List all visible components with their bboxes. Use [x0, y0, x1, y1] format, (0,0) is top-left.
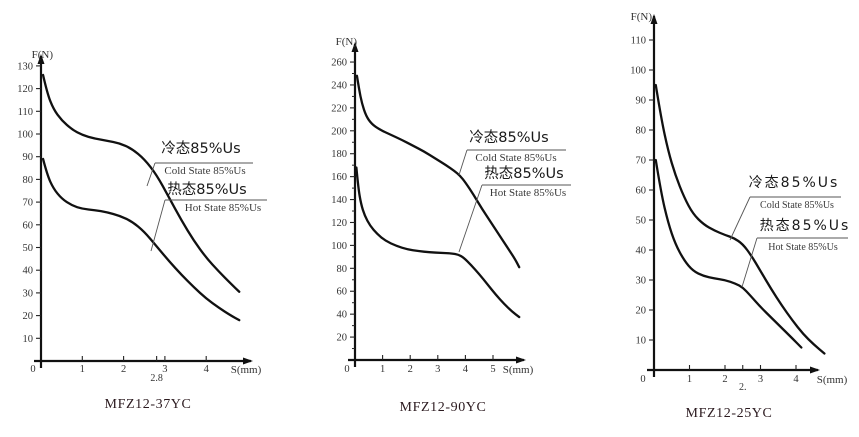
chart-title-mfz12-25yc: MFZ12-25YC [685, 406, 773, 421]
y-axis-arrow-icon [650, 14, 658, 24]
y-tick-label: 80 [337, 264, 348, 275]
y-tick-label: 110 [18, 107, 33, 118]
legend-hot-en-label: Hot State 85%Us [185, 202, 261, 214]
legend-cold-leader-line [458, 149, 468, 176]
x-tick-label: 0 [30, 364, 35, 375]
y-tick-label: 60 [337, 287, 348, 298]
y-tick-label: 110 [631, 36, 646, 47]
x-tick-label: 3 [758, 374, 763, 385]
legend-cold-en-label: Cold State 85%Us [164, 165, 245, 177]
y-axis-label: F(N) [32, 49, 54, 61]
y-tick-label: 40 [337, 310, 348, 321]
y-tick-label: 10 [636, 336, 647, 347]
y-tick-label: 130 [17, 61, 33, 72]
y-tick-label: 30 [636, 276, 647, 287]
stroke-annotation-label: 2.8 [150, 373, 163, 384]
legend-hot-en-label: Hot State 85%Us [768, 242, 838, 253]
x-tick-label: 3 [162, 364, 167, 375]
y-axis-label: F(N) [631, 11, 653, 23]
legend-cold-cn-label: 冷态85%Us [161, 140, 240, 157]
y-tick-label: 10 [23, 334, 34, 345]
x-tick-label: 0 [344, 364, 349, 375]
x-tick-label: 2 [121, 364, 126, 375]
y-tick-label: 100 [630, 66, 646, 77]
y-tick-label: 50 [23, 243, 34, 254]
y-tick-label: 80 [23, 175, 34, 186]
x-tick-label: 4 [793, 374, 799, 385]
x-tick-label: 1 [380, 364, 385, 375]
legend-hot-cn-label: 热态85%Us [760, 218, 851, 234]
legend-hot-en-label: Hot State 85%Us [490, 187, 566, 199]
chart-title-mfz12-90yc: MFZ12-90YC [399, 400, 487, 415]
y-tick-label: 100 [17, 130, 33, 141]
y-tick-label: 60 [636, 186, 647, 197]
y-tick-label: 120 [331, 218, 347, 229]
legend-hot-leader-line [458, 184, 483, 253]
legend-cold-cn-label: 冷态85%Us [749, 175, 840, 191]
chart-title-mfz12-37yc: MFZ12-37YC [104, 397, 192, 412]
x-tick-label: 2 [722, 374, 727, 385]
x-axis-arrow-icon [243, 357, 253, 365]
curve-cold [654, 83, 826, 355]
legend-hot-cn-label: 热态85%Us [484, 165, 563, 182]
y-tick-label: 260 [331, 58, 347, 69]
y-tick-label: 40 [23, 266, 34, 277]
y-tick-label: 140 [331, 195, 347, 206]
y-tick-label: 90 [23, 152, 34, 163]
x-axis-arrow-icon [516, 356, 526, 364]
y-tick-label: 70 [23, 198, 34, 209]
legend-cold-leader-line [729, 196, 751, 241]
y-tick-label: 160 [331, 172, 347, 183]
x-tick-label: 0 [640, 374, 645, 385]
curve-cold [41, 73, 241, 293]
y-tick-label: 60 [23, 220, 34, 231]
x-axis-label: S(mm) [503, 364, 534, 376]
y-tick-label: 70 [636, 156, 647, 167]
legend-cold-leader-line [146, 162, 156, 187]
legend-cold-cn-label: 冷态85%Us [469, 129, 548, 146]
y-tick-label: 20 [337, 333, 348, 344]
curve-hot [654, 158, 803, 349]
curve-hot [41, 157, 241, 322]
y-tick-label: 20 [23, 311, 34, 322]
x-tick-label: 4 [463, 364, 469, 375]
x-tick-label: 4 [204, 364, 210, 375]
curve-hot [355, 166, 521, 319]
y-tick-label: 40 [636, 246, 647, 257]
y-tick-label: 240 [331, 80, 347, 91]
x-tick-label: 1 [80, 364, 85, 375]
y-tick-label: 120 [17, 84, 33, 95]
y-tick-label: 80 [636, 126, 647, 137]
curve-cold [355, 74, 521, 269]
y-tick-label: 180 [331, 149, 347, 160]
y-tick-label: 200 [331, 126, 347, 137]
y-tick-label: 90 [636, 96, 647, 107]
x-tick-label: 2 [408, 364, 413, 375]
y-tick-label: 100 [331, 241, 347, 252]
stroke-annotation-label: 2. [739, 382, 747, 393]
x-axis-arrow-icon [810, 366, 820, 374]
legend-cold-en-label: Cold State 85%Us [475, 152, 556, 164]
y-tick-label: 220 [331, 103, 347, 114]
x-tick-label: 5 [490, 364, 495, 375]
x-tick-label: 1 [687, 374, 692, 385]
y-axis-arrow-icon [351, 42, 359, 52]
x-tick-label: 3 [435, 364, 440, 375]
legend-hot-leader-line [741, 237, 758, 288]
y-tick-label: 50 [636, 216, 647, 227]
y-tick-label: 20 [636, 306, 647, 317]
x-axis-label: S(mm) [817, 374, 848, 386]
legend-cold-en-label: Cold State 85%Us [760, 200, 834, 211]
legend-hot-cn-label: 热态85%Us [167, 181, 246, 198]
x-axis-label: S(mm) [231, 364, 262, 376]
y-tick-label: 30 [23, 288, 34, 299]
legend-hot-leader-line [150, 199, 166, 252]
y-axis-label: F(N) [336, 36, 358, 48]
y-axis-arrow-icon [37, 54, 45, 64]
